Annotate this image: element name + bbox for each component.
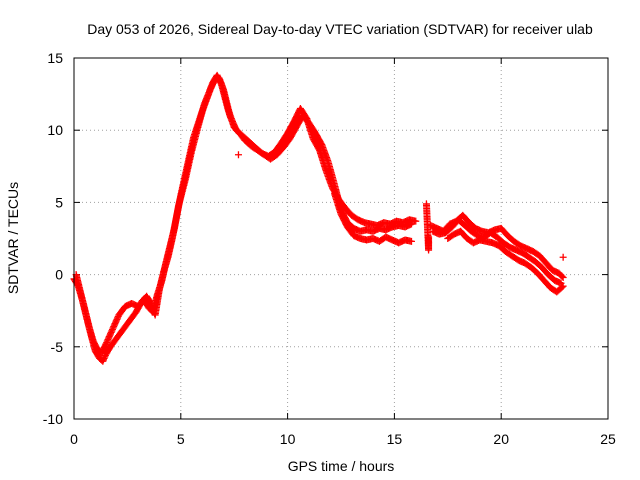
plot-frame (73, 57, 609, 420)
data-series (70, 71, 567, 365)
chart-title: Day 053 of 2026, Sidereal Day-to-day VTE… (87, 21, 593, 37)
x-tick-label: 25 (600, 431, 616, 447)
data-point (559, 282, 567, 290)
x-tick-label: 10 (280, 431, 296, 447)
series-sdtvar-track-a (70, 71, 567, 365)
data-point (559, 273, 567, 281)
x-tick-label: 5 (177, 431, 185, 447)
data-point (558, 272, 566, 280)
y-tick-label: 0 (55, 267, 63, 283)
y-tick-label: 15 (47, 50, 63, 66)
series-sdtvar-track-b (72, 74, 565, 357)
x-tick-label: 0 (70, 431, 78, 447)
data-point (558, 283, 566, 291)
y-tick-label: -10 (43, 411, 63, 427)
y-tick-label: 5 (55, 194, 63, 210)
data-point (234, 151, 242, 159)
x-tick-label: 15 (387, 431, 403, 447)
x-tick-label: 20 (493, 431, 509, 447)
data-point (407, 237, 415, 245)
series-sdtvar-isolated-points (234, 151, 567, 261)
data-point (425, 233, 433, 241)
grid (74, 58, 608, 419)
data-point (412, 217, 420, 225)
x-axis-label: GPS time / hours (288, 458, 395, 474)
y-axis-label: SDTVAR / TECUs (5, 182, 21, 294)
series-sdtvar-track-c (331, 190, 567, 296)
data-point (559, 253, 567, 261)
y-tick-label: 10 (47, 122, 63, 138)
y-tick-label: -5 (51, 339, 64, 355)
